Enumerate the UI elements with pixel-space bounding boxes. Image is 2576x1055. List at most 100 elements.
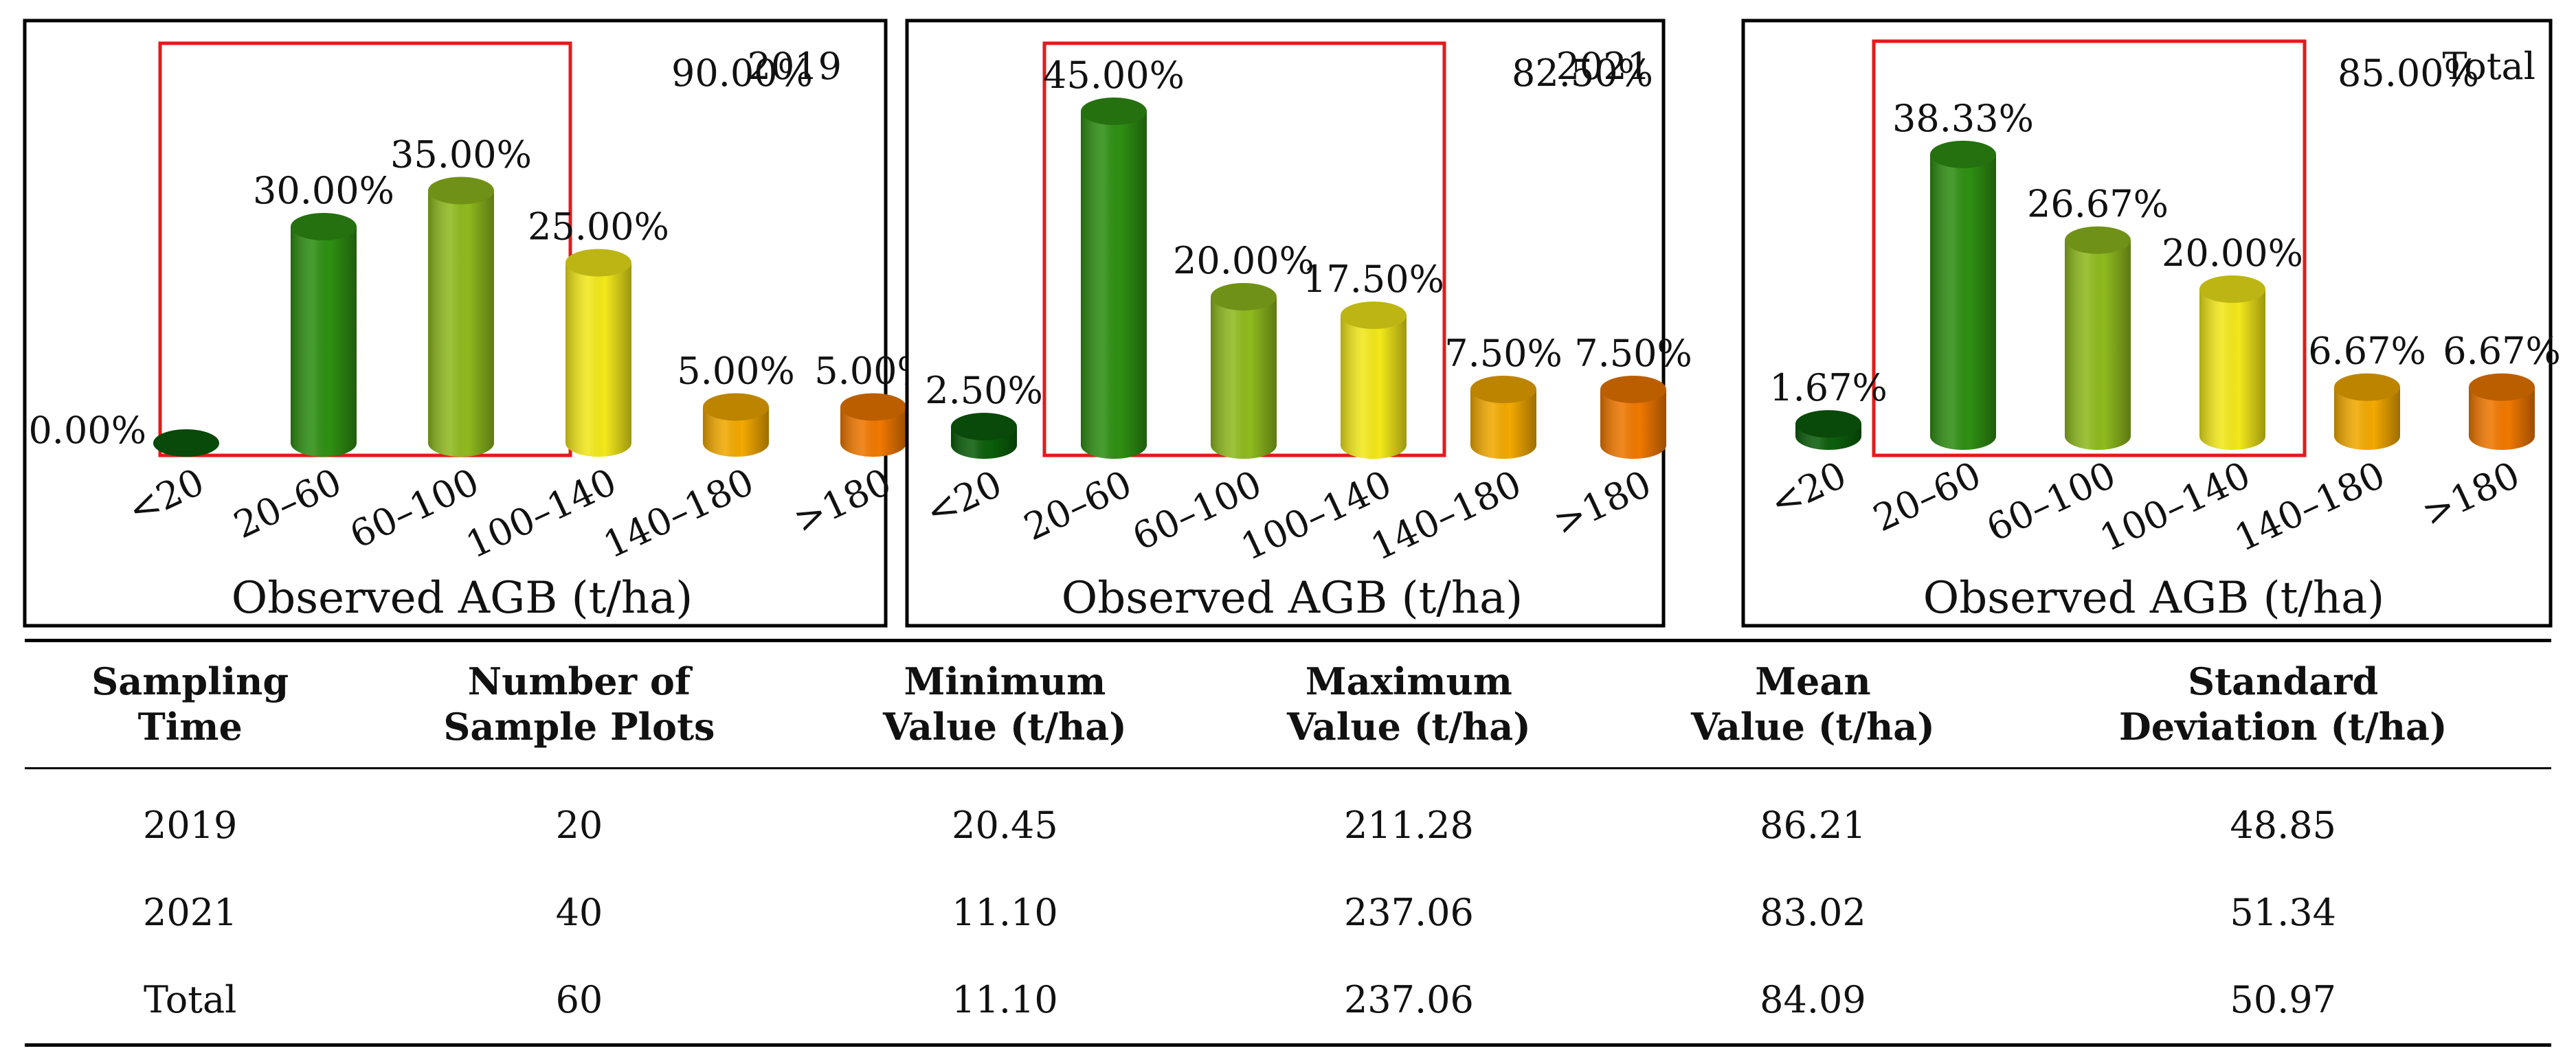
highlight-box — [1872, 39, 2307, 457]
bar-top — [1081, 98, 1147, 125]
bar-20–60 — [1930, 140, 1996, 450]
bar-60–100 — [1211, 283, 1277, 459]
bar-shading — [1930, 154, 1996, 450]
bar-shading — [840, 407, 906, 457]
bar-100–140 — [1341, 302, 1407, 459]
table-cell: 20.45 — [952, 804, 1058, 847]
bar-shading — [2065, 240, 2131, 450]
bar-top — [1341, 302, 1407, 329]
chart-panel-2019: 201990.00%0.00%<2030.00%20–6035.00%60–10… — [23, 19, 932, 628]
bar-60–100 — [2065, 226, 2131, 450]
panel-title: 2019 — [748, 45, 842, 88]
bar-140–180 — [2334, 373, 2400, 450]
bar-top — [1470, 376, 1536, 403]
bar-top — [703, 393, 769, 421]
bar->180 — [1600, 376, 1666, 459]
header-sampling-time: Sampling Time — [91, 659, 289, 749]
x-axis-title: Observed AGB (t/ha) — [232, 573, 693, 624]
table-cell: 51.34 — [2230, 891, 2336, 934]
data-label: 17.50% — [1303, 258, 1444, 301]
bar-shading — [291, 227, 357, 457]
header-mean-value: Mean Value (t/ha) — [1690, 659, 1935, 749]
table-cell: 2021 — [142, 891, 238, 934]
data-label: 26.67% — [2027, 183, 2169, 226]
bar-top — [2065, 226, 2131, 254]
chart-panel-2021: 202182.50%2.50%<2045.00%20–6020.00%60–10… — [905, 19, 1692, 628]
header-standard-deviation: Standard Deviation (t/ha) — [2118, 659, 2448, 749]
bar-20–60 — [1081, 98, 1147, 459]
bar-100–140 — [565, 249, 631, 457]
bar-top — [951, 413, 1017, 440]
chart-panel-total: Total85.00%1.67%<2038.33%20–6026.67%60–1… — [1741, 19, 2561, 628]
panel-title: 2021 — [1556, 45, 1650, 88]
bar-shading — [1470, 389, 1536, 459]
bar-shading — [1081, 111, 1147, 459]
table-cell: 86.21 — [1760, 804, 1866, 847]
bar-shading — [2334, 387, 2400, 450]
table-cell: 11.10 — [952, 978, 1058, 1021]
data-label: 35.00% — [390, 133, 532, 177]
highlight-total-label: 82.50% — [1512, 52, 1653, 95]
data-label: 45.00% — [1043, 54, 1185, 97]
table-cell: 20 — [555, 804, 603, 847]
x-axis-title: Observed AGB (t/ha) — [1062, 573, 1523, 624]
bar-shading — [2469, 387, 2535, 450]
panel-frame — [905, 19, 1666, 628]
bar-top — [565, 249, 631, 277]
bar-100–140 — [2199, 275, 2265, 450]
bar-shading — [703, 407, 769, 457]
header-sample-plots: Number of Sample Plots — [443, 659, 715, 749]
bar-140–180 — [703, 393, 769, 457]
highlight-total-label: 90.00% — [671, 52, 813, 95]
data-label: 25.00% — [528, 205, 669, 249]
data-label: 30.00% — [253, 169, 394, 212]
table-cell: 60 — [555, 978, 603, 1021]
data-label: 38.33% — [1892, 97, 2034, 140]
bar-top — [1211, 283, 1277, 310]
bar-top — [1600, 376, 1666, 403]
bar-top — [153, 429, 219, 457]
bar-top — [840, 393, 906, 421]
bar-shading — [1600, 389, 1666, 459]
bar->180 — [2469, 373, 2535, 450]
data-label: 20.00% — [2162, 231, 2303, 275]
bar-<20 — [153, 429, 219, 457]
data-label: 20.00% — [1173, 239, 1314, 282]
highlight-box — [158, 41, 572, 457]
data-label: 7.50% — [1574, 332, 1692, 375]
data-label: 6.67% — [2443, 330, 2561, 373]
bar-top — [428, 177, 494, 205]
bar-shading — [1341, 315, 1407, 459]
table-cell: 83.02 — [1760, 891, 1866, 934]
table-cell: 48.85 — [2230, 804, 2336, 847]
data-label: 7.50% — [1444, 332, 1563, 375]
table-cell: 11.10 — [952, 891, 1058, 934]
panel-frame — [1741, 19, 2553, 628]
table-row: 2021 40 11.10 237.06 83.02 51.34 — [25, 869, 2551, 956]
bar-top — [1930, 140, 1996, 168]
table-row: Total 60 11.10 237.06 84.09 50.97 — [25, 956, 2551, 1045]
data-label: 0.00% — [28, 409, 146, 452]
table-cell: 211.28 — [1343, 804, 1474, 847]
bar-top — [2199, 275, 2265, 303]
agb-distribution-charts: 201990.00%0.00%<2030.00%20–6035.00%60–10… — [23, 19, 2561, 628]
data-label: 2.50% — [925, 369, 1043, 412]
data-label: 1.67% — [1769, 366, 1888, 409]
bar-20–60 — [291, 213, 357, 457]
bar-140–180 — [1470, 376, 1536, 459]
data-label: 5.00% — [677, 350, 795, 393]
bar-shading — [1211, 297, 1277, 459]
table-row: 2019 20 20.45 211.28 86.21 48.85 — [25, 769, 2551, 870]
table-cell: 237.06 — [1343, 978, 1474, 1021]
table-cell: 40 — [555, 891, 603, 934]
bar-top — [1795, 410, 1861, 438]
agb-statistics-table: Sampling Time Number of Sample Plots Minim… — [25, 639, 2551, 1047]
header-minimum-value: Minimum Value (t/ha) — [882, 659, 1127, 749]
bar-top — [2334, 373, 2400, 401]
data-label: 6.67% — [2308, 330, 2426, 373]
bar-<20 — [1795, 410, 1861, 450]
bar->180 — [840, 393, 906, 457]
bar-shading — [565, 262, 631, 457]
highlight-total-label: 85.00% — [2338, 52, 2479, 95]
x-axis-title: Observed AGB (t/ha) — [1923, 573, 2384, 624]
